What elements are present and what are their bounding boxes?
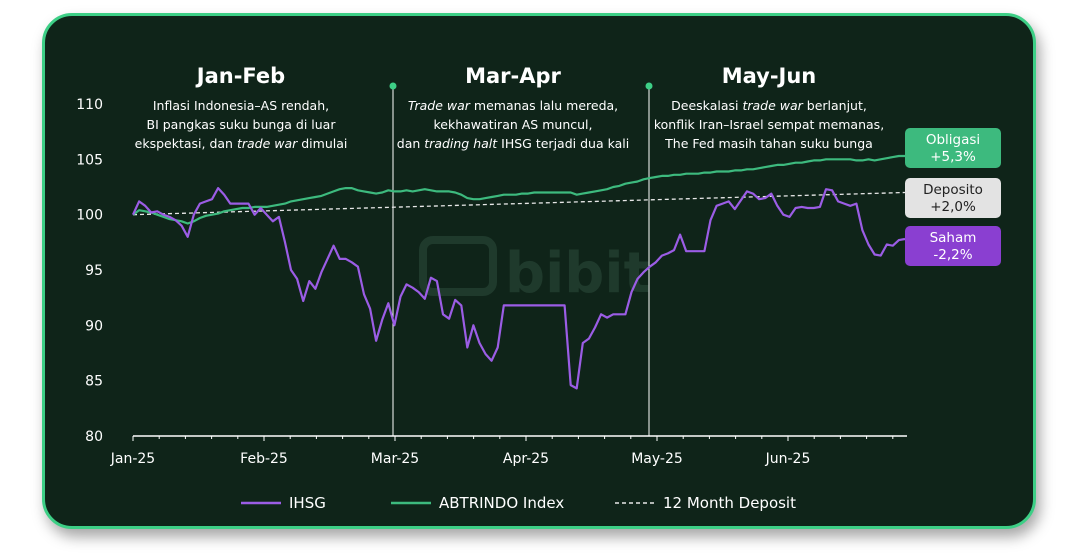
legend-label: 12 Month Deposit (663, 494, 796, 512)
watermark: bibit (419, 236, 650, 306)
section-title: May-Jun (722, 64, 817, 88)
section-description-line: Inflasi Indonesia–AS rendah, (153, 98, 329, 113)
legend-label: ABTRINDO Index (439, 494, 564, 512)
end-label-value: +5,3% (930, 149, 976, 165)
y-tick-label: 80 (85, 429, 103, 445)
legend-item-12-month-deposit: 12 Month Deposit (615, 494, 796, 512)
watermark-logo (419, 236, 497, 296)
end-label-box (905, 128, 1001, 168)
series-line-ihsg (132, 187, 906, 390)
legend-item-abtrindo-index: ABTRINDO Index (391, 494, 564, 512)
end-label-name: Saham (930, 230, 977, 246)
series-line-abtrindo-index (132, 154, 905, 225)
section-description-line: dan trading halt IHSG terjadi dua kali (397, 136, 629, 151)
x-tick-label: Feb-25 (240, 451, 288, 467)
end-label-name: Deposito (923, 182, 983, 198)
x-tick-label: Jan-25 (110, 451, 155, 467)
y-tick-label: 90 (85, 318, 103, 334)
end-label-deposito: Deposito+2,0% (905, 178, 1001, 218)
section-title: Jan-Feb (195, 64, 285, 88)
section-description-line: The Fed masih tahan suku bunga (664, 136, 873, 151)
end-label-name: Obligasi (926, 132, 980, 148)
section-description-line: BI pangkas suku bunga di luar (147, 117, 337, 132)
y-tick-label: 110 (76, 97, 103, 113)
y-tick-label: 85 (85, 374, 103, 390)
x-tick-label: May-25 (631, 451, 683, 467)
y-tick-label: 95 (85, 263, 103, 279)
end-label-saham: Saham-2,2% (905, 226, 1001, 266)
section-description-line: Trade war memanas lalu mereda, (408, 98, 618, 113)
end-label-box (905, 178, 1001, 218)
section-description-line: Deeskalasi trade war berlanjut, (671, 98, 867, 113)
end-label-value: -2,2% (933, 247, 972, 263)
x-tick-label: Jun-25 (765, 451, 811, 467)
end-label-box (905, 226, 1001, 266)
section-description-line: kekhawatiran AS muncul, (434, 117, 593, 132)
end-label-value: +2,0% (930, 199, 976, 215)
chart-card: bibit 80 85 90 95 100 105 110 Jan-25 Feb-25 Mar-25… (42, 13, 1036, 529)
series-line-12-month-deposit (132, 191, 906, 216)
x-tick-label: Mar-25 (371, 451, 419, 467)
watermark-text: bibit (505, 241, 650, 306)
end-label-obligasi: Obligasi+5,3% (905, 128, 1001, 168)
period-divider-dot (389, 82, 397, 90)
period-divider-dot (645, 82, 653, 90)
legend-item-ihsg: IHSG (241, 494, 326, 512)
y-tick-label: 100 (76, 208, 103, 224)
legend-label: IHSG (289, 494, 326, 512)
section-description-line: ekspektasi, dan trade war dimulai (135, 136, 348, 151)
section-description-line: konflik Iran–Israel sempat memanas, (654, 117, 884, 132)
y-tick-label: 105 (76, 152, 103, 168)
x-tick-label: Apr-25 (503, 451, 549, 467)
line-chart: bibit 80 85 90 95 100 105 110 Jan-25 Feb-25 Mar-25… (76, 64, 1001, 512)
section-title: Mar-Apr (465, 64, 561, 88)
